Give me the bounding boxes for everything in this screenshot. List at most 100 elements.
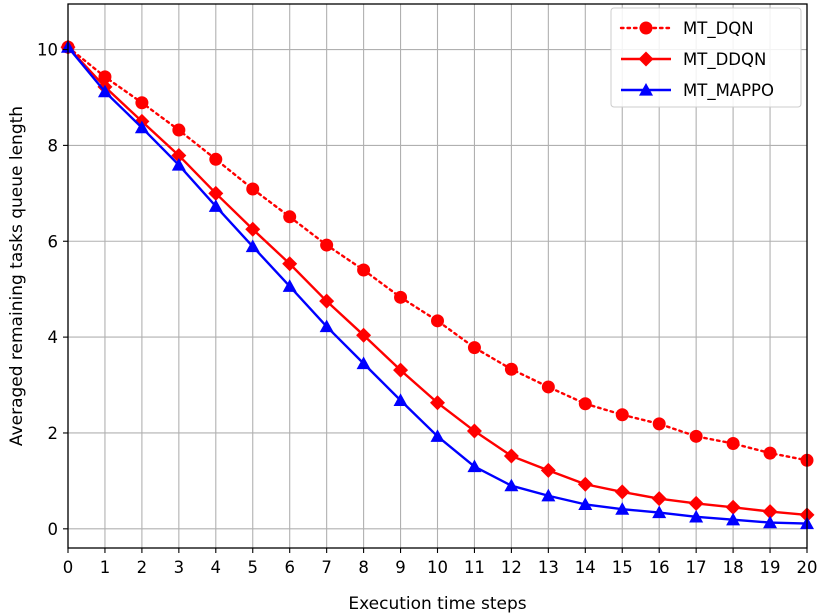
x-tick-label: 3 xyxy=(174,558,185,577)
data-point xyxy=(466,423,482,439)
data-point xyxy=(689,429,703,443)
data-point xyxy=(763,515,778,529)
data-point xyxy=(283,210,297,224)
data-point xyxy=(320,238,334,252)
series-layer xyxy=(60,39,815,530)
data-point xyxy=(615,502,630,515)
data-point xyxy=(689,509,704,523)
legend-entry: MT_MAPPO xyxy=(621,81,774,101)
grid xyxy=(67,4,808,548)
y-axis-label: Averaged remaining tasks queue length xyxy=(7,106,27,446)
data-point xyxy=(356,327,372,343)
data-point xyxy=(504,478,519,492)
x-tick-label: 11 xyxy=(464,558,485,577)
data-point xyxy=(393,393,408,406)
legend: MT_DQN MT_DDQN MT_MAPPO xyxy=(610,7,802,108)
data-point xyxy=(541,380,555,394)
x-tick-label: 15 xyxy=(612,558,633,577)
y-tick-label: 10 xyxy=(37,41,58,60)
data-point xyxy=(171,158,186,171)
series-mt-ddqn xyxy=(60,39,815,523)
x-tick-label: 19 xyxy=(760,558,781,577)
legend-label: MT_MAPPO xyxy=(683,81,774,101)
legend-label: MT_DQN xyxy=(683,19,754,39)
data-point xyxy=(209,152,223,166)
data-point xyxy=(541,488,556,502)
x-tick-label: 6 xyxy=(284,558,295,577)
data-point xyxy=(135,96,149,110)
data-point xyxy=(319,319,334,333)
y-tick-label: 4 xyxy=(48,328,59,347)
data-point xyxy=(282,256,298,272)
x-tick-label: 8 xyxy=(358,558,369,577)
data-point xyxy=(577,476,593,492)
data-point xyxy=(245,221,261,237)
y-tick-label: 8 xyxy=(48,136,59,155)
data-point xyxy=(652,505,667,519)
data-point xyxy=(726,512,741,526)
x-tick-label: 5 xyxy=(248,558,259,577)
legend-marker xyxy=(639,83,653,96)
x-tick-label: 18 xyxy=(723,558,744,577)
data-point xyxy=(430,395,445,411)
x-tick-label: 4 xyxy=(211,558,222,577)
data-point xyxy=(540,462,556,478)
y-tick-label: 6 xyxy=(48,232,59,251)
legend-label: MT_DDQN xyxy=(683,50,766,70)
data-point xyxy=(245,239,260,253)
data-point xyxy=(467,459,482,473)
y-tick-label: 2 xyxy=(48,424,59,443)
x-tick-label: 2 xyxy=(137,558,148,577)
data-point xyxy=(171,147,187,163)
legend-entry: MT_DDQN xyxy=(621,50,766,70)
data-point xyxy=(282,279,297,292)
x-tick-label: 13 xyxy=(538,558,559,577)
x-tick-label: 9 xyxy=(395,558,406,577)
data-point xyxy=(651,491,667,507)
data-point xyxy=(763,446,777,460)
x-tick-label: 12 xyxy=(501,558,522,577)
data-point xyxy=(467,341,481,355)
legend-entry: MT_DQN xyxy=(619,19,754,39)
x-tick-label: 20 xyxy=(797,558,818,577)
legend-marker xyxy=(638,51,654,67)
data-point xyxy=(172,123,186,137)
data-point xyxy=(393,362,409,378)
data-point xyxy=(208,199,223,212)
legend-marker xyxy=(639,21,653,35)
x-axis-label: Execution time steps xyxy=(348,594,526,614)
data-point xyxy=(614,484,630,500)
data-point xyxy=(430,429,445,442)
data-point xyxy=(97,84,112,98)
x-tick-label: 14 xyxy=(575,558,596,577)
data-point xyxy=(615,408,629,422)
data-point xyxy=(134,120,149,134)
data-point xyxy=(356,356,371,370)
data-point xyxy=(357,263,371,277)
x-tick-label: 16 xyxy=(649,558,670,577)
data-point xyxy=(246,182,260,196)
data-point xyxy=(725,499,741,515)
x-tick-label: 0 xyxy=(63,558,74,577)
data-point xyxy=(762,504,778,520)
data-point xyxy=(578,397,592,411)
data-point xyxy=(98,70,112,84)
data-point xyxy=(208,185,224,201)
data-point xyxy=(726,437,740,451)
x-tick-label: 1 xyxy=(100,558,111,577)
data-point xyxy=(319,293,335,309)
data-point xyxy=(652,417,666,431)
y-tick-label: 0 xyxy=(48,520,59,539)
data-point xyxy=(503,448,519,464)
legend-box xyxy=(610,7,802,108)
series-mt-dqn xyxy=(61,40,814,467)
data-point xyxy=(394,290,408,304)
data-point xyxy=(688,495,704,511)
data-point xyxy=(504,362,518,376)
data-point xyxy=(431,314,444,328)
x-tick-label: 7 xyxy=(321,558,332,577)
x-tick-label: 17 xyxy=(686,558,707,577)
x-tick-label: 10 xyxy=(427,558,448,577)
